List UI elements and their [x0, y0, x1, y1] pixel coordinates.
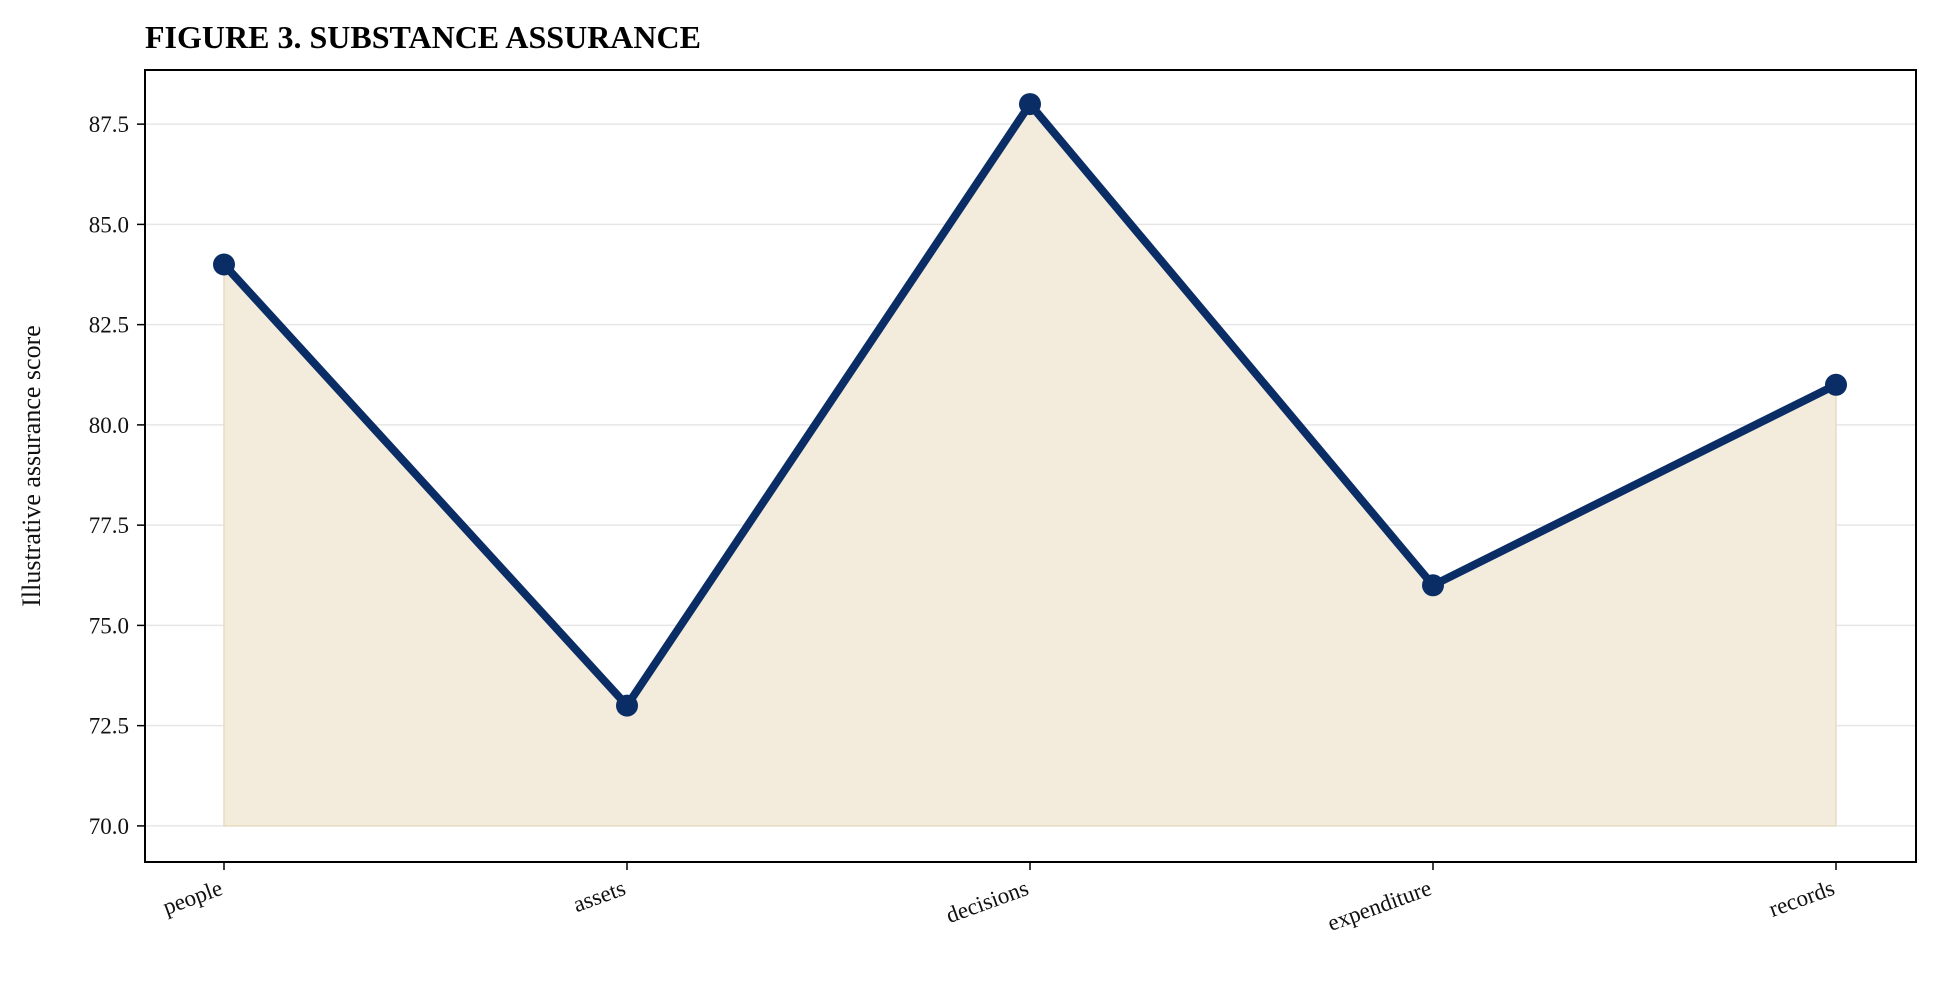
y-tick-label: 85.0: [89, 212, 129, 237]
data-point-expenditure: [1422, 574, 1444, 597]
y-tick-label: 72.5: [89, 714, 129, 739]
data-point-records: [1825, 373, 1847, 396]
x-tick-label: assets: [570, 875, 629, 917]
y-tick-label: 80.0: [89, 413, 129, 438]
y-tick-label: 82.5: [89, 313, 129, 338]
y-axis: 70.0 72.5 75.0 77.5 80.0 82.5 85.0 87.5: [89, 112, 145, 839]
data-point-people: [213, 253, 235, 276]
area-fill: [223, 102, 1837, 827]
x-tick-label: records: [1766, 875, 1838, 922]
y-tick-label: 70.0: [89, 814, 129, 839]
x-tick-label: people: [160, 875, 226, 919]
x-axis: people assets decisions expenditure records: [160, 862, 1838, 936]
data-point-assets: [616, 694, 638, 717]
data-points: [213, 93, 1847, 717]
y-axis-label: Illustrative assurance score: [17, 325, 46, 607]
x-tick-label: expenditure: [1324, 875, 1435, 936]
x-tick-label: decisions: [943, 875, 1032, 928]
y-tick-label: 75.0: [89, 613, 129, 638]
y-tick-label: 87.5: [89, 112, 129, 137]
data-point-decisions: [1019, 93, 1041, 116]
y-tick-label: 77.5: [89, 513, 129, 538]
chart-title: FIGURE 3. SUBSTANCE ASSURANCE: [145, 19, 701, 55]
